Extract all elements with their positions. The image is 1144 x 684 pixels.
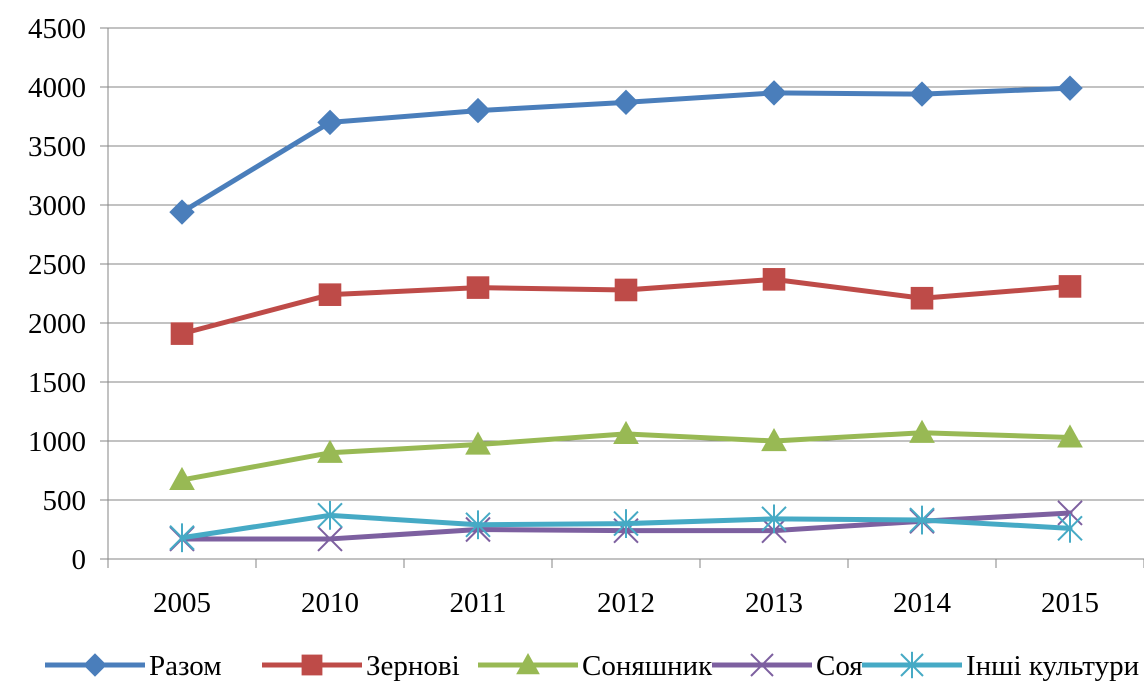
data-point [614, 278, 638, 302]
y-tick-label: 2000 [28, 308, 86, 340]
data-point [1057, 75, 1083, 101]
data-point [466, 276, 490, 299]
legend-item-5: Інші культури [862, 650, 1139, 682]
y-tick-label: 4000 [28, 72, 86, 104]
x-tick-label: 2014 [893, 587, 952, 619]
x-tick-label: 2015 [1041, 587, 1099, 619]
x-tick-label: 2011 [450, 587, 507, 619]
legend-item-4: Соя [712, 650, 863, 682]
series-2 [170, 268, 1082, 345]
data-point-stroke [317, 526, 343, 552]
data-point [516, 652, 540, 675]
legend-item-1: Разом [45, 650, 222, 682]
data-point [1058, 275, 1082, 298]
y-tick-label: 3000 [28, 190, 86, 222]
y-tick-label: 3500 [28, 131, 86, 163]
data-point [465, 97, 491, 124]
axes [100, 27, 1144, 568]
data-point [613, 509, 639, 538]
data-point [909, 81, 935, 107]
legend: Разом Зернові Соняшник Соя Інші культури [45, 650, 1139, 682]
x-tick-label: 2005 [153, 587, 211, 619]
data-point [318, 283, 342, 306]
legend-label: Інші культури [966, 650, 1139, 682]
data-point [301, 654, 323, 676]
data-point [169, 199, 195, 225]
data-point [909, 419, 935, 443]
series-group [169, 75, 1083, 553]
data-point [1057, 513, 1083, 543]
y-tick-label: 500 [43, 485, 87, 517]
series-5 [169, 500, 1083, 553]
y-tick-label: 1500 [28, 367, 86, 399]
data-point [761, 80, 787, 106]
y-axis-tick-labels: 0 500 1000 1500 2000 2500 3000 3500 4000 4500 [28, 13, 86, 576]
legend-item-2: Зернові [262, 650, 460, 682]
y-tick-label: 4500 [28, 13, 86, 45]
data-point [170, 322, 194, 345]
data-point [317, 109, 343, 136]
legend-label: Соняшник [582, 650, 713, 682]
data-point [465, 510, 491, 540]
data-point-stroke [750, 653, 774, 677]
data-point [169, 466, 195, 491]
series-3 [169, 419, 1083, 491]
data-point [761, 427, 787, 452]
x-axis-tick-labels: 2005 2010 2011 2012 2013 2014 2015 [153, 587, 1099, 619]
x-tick-label: 2010 [301, 587, 359, 619]
data-point [317, 439, 343, 463]
data-point [317, 526, 343, 552]
data-point [761, 504, 787, 534]
data-point [317, 500, 343, 530]
legend-label: Зернові [366, 650, 460, 682]
y-tick-label: 2500 [28, 249, 86, 281]
data-point [909, 505, 935, 535]
data-point [900, 651, 924, 679]
x-tick-label: 2013 [745, 587, 803, 619]
legend-label: Соя [816, 650, 863, 682]
data-point [1057, 424, 1083, 448]
y-tick-label: 1000 [28, 426, 86, 458]
data-point [762, 268, 786, 291]
data-point [169, 523, 195, 553]
series-1 [169, 75, 1083, 225]
data-point [83, 653, 107, 677]
data-point [750, 653, 774, 677]
x-tick-label: 2012 [597, 587, 655, 619]
legend-label: Разом [149, 650, 222, 682]
data-point [910, 286, 934, 310]
legend-item-3: Соняшник [478, 650, 713, 682]
y-tick-label: 0 [72, 544, 87, 576]
data-point [465, 431, 491, 455]
data-point [613, 420, 639, 445]
data-point [613, 89, 639, 116]
gridlines [108, 27, 1144, 501]
